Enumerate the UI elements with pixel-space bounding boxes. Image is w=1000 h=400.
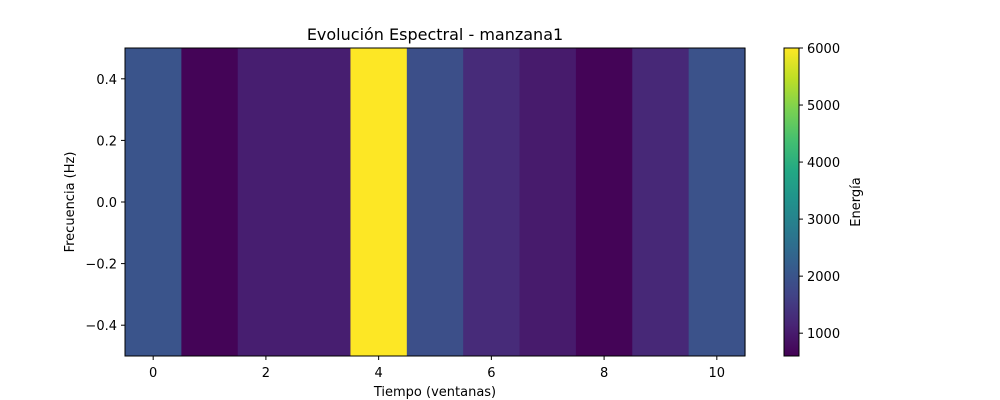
colorbar-tick-label: 1000 bbox=[807, 327, 840, 342]
heatmap-cell bbox=[294, 48, 352, 356]
colorbar-tick-label: 2000 bbox=[807, 270, 840, 285]
y-tick-label: 0.2 bbox=[96, 134, 117, 149]
heatmap-cell bbox=[519, 48, 577, 356]
y-axis-ticks: 0.4 0.2 0.0 −0.2 −0.4 bbox=[85, 73, 125, 334]
x-tick-label: 4 bbox=[374, 366, 382, 381]
heatmap-cell bbox=[125, 48, 182, 356]
colorbar-ticks: 1000 2000 3000 4000 5000 6000 bbox=[799, 42, 840, 342]
y-tick-label: −0.2 bbox=[85, 258, 117, 273]
chart-title: Evolución Espectral - manzana1 bbox=[307, 25, 563, 44]
heatmap-cell bbox=[237, 48, 295, 356]
y-tick-label: 0.4 bbox=[96, 73, 117, 88]
heatmap-cell bbox=[463, 48, 521, 356]
x-tick-label: 6 bbox=[487, 366, 495, 381]
colorbar-tick-label: 4000 bbox=[807, 156, 840, 171]
heatmap-cell bbox=[688, 48, 746, 356]
heatmap-cell bbox=[181, 48, 239, 356]
y-axis-label: Frecuencia (Hz) bbox=[63, 152, 78, 253]
y-tick-label: 0.0 bbox=[96, 196, 117, 211]
x-tick-label: 10 bbox=[709, 366, 726, 381]
heatmap-cell bbox=[350, 48, 408, 356]
heatmap-cells bbox=[125, 48, 746, 356]
x-tick-label: 8 bbox=[600, 366, 608, 381]
x-axis-ticks: 0 2 4 6 8 10 bbox=[149, 356, 725, 381]
heatmap-cell bbox=[406, 48, 464, 356]
colorbar-tick-label: 6000 bbox=[807, 42, 840, 57]
heatmap-cell bbox=[632, 48, 690, 356]
y-tick-label: −0.4 bbox=[85, 319, 117, 334]
x-tick-label: 2 bbox=[262, 366, 270, 381]
colorbar-tick-label: 3000 bbox=[807, 213, 840, 228]
colorbar bbox=[783, 47, 800, 357]
colorbar-label: Energía bbox=[849, 177, 864, 226]
heatmap-cell bbox=[575, 48, 633, 356]
x-tick-label: 0 bbox=[149, 366, 157, 381]
colorbar-tick-label: 5000 bbox=[807, 99, 840, 114]
x-axis-label: Tiempo (ventanas) bbox=[373, 385, 496, 400]
